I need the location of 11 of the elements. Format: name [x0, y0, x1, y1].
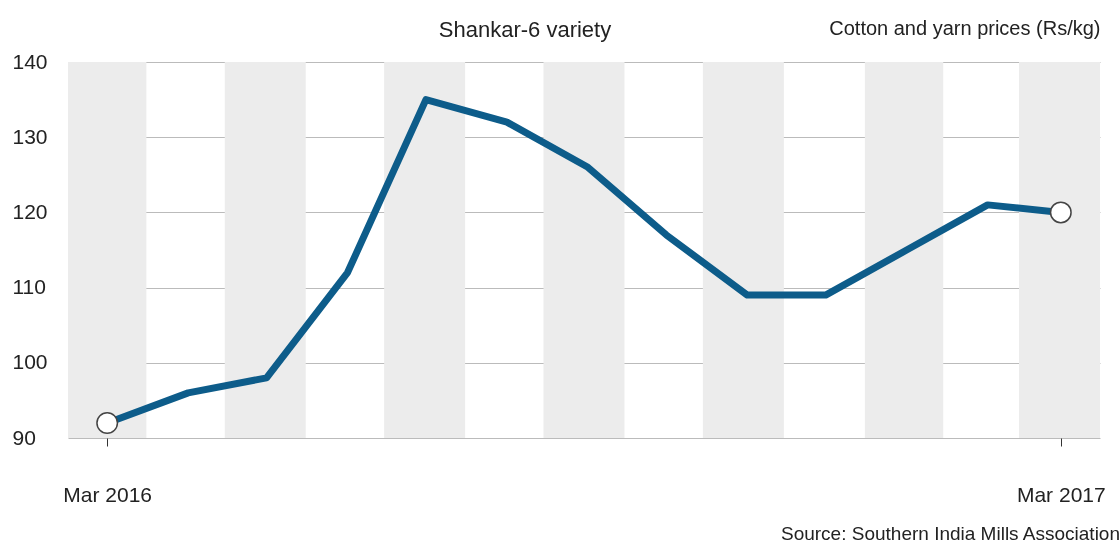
y-tick-label: 120 — [12, 199, 48, 223]
y-tick-label: 140 — [12, 49, 48, 73]
source-note: Source: Southern India Mills Association — [780, 523, 1120, 544]
y-axis-title: Cotton and yarn prices (Rs/kg) — [829, 16, 1101, 39]
y-tick-label: 110 — [12, 275, 46, 299]
x-tick-label: Mar 2016 — [63, 482, 153, 506]
y-tick-label: 130 — [12, 124, 48, 148]
chart-title: Shankar-6 variety — [438, 17, 612, 42]
x-tick-label: Mar 2017 — [1016, 482, 1106, 506]
y-tick-label: 100 — [12, 350, 48, 374]
y-tick-label: 90 — [12, 425, 36, 449]
